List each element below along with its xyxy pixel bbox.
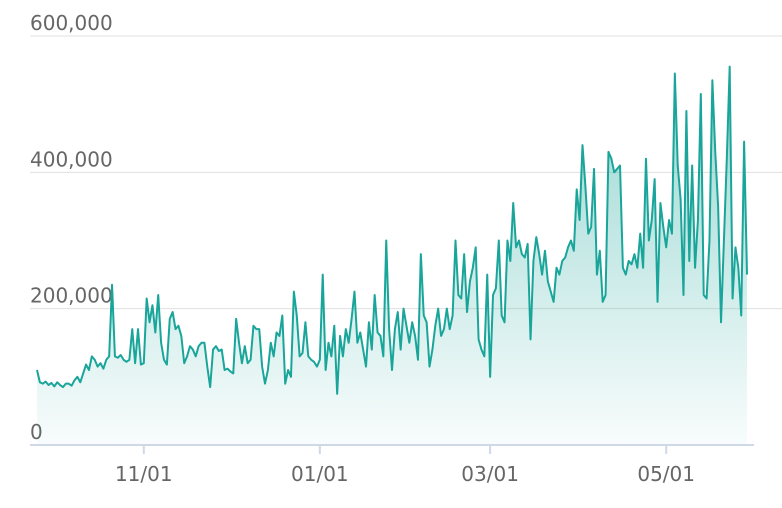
area [37,66,747,446]
y-tick-label: 200,000 [30,284,113,308]
x-tick-label: 01/01 [291,462,349,486]
line [36,65,748,395]
y-tick-label: 600,000 [30,11,113,35]
x-tick-label: 05/01 [637,462,695,486]
x-tick-label: 11/01 [115,462,173,486]
y-tick-label: 400,000 [30,147,113,171]
x-tick-label: 03/01 [461,462,519,486]
